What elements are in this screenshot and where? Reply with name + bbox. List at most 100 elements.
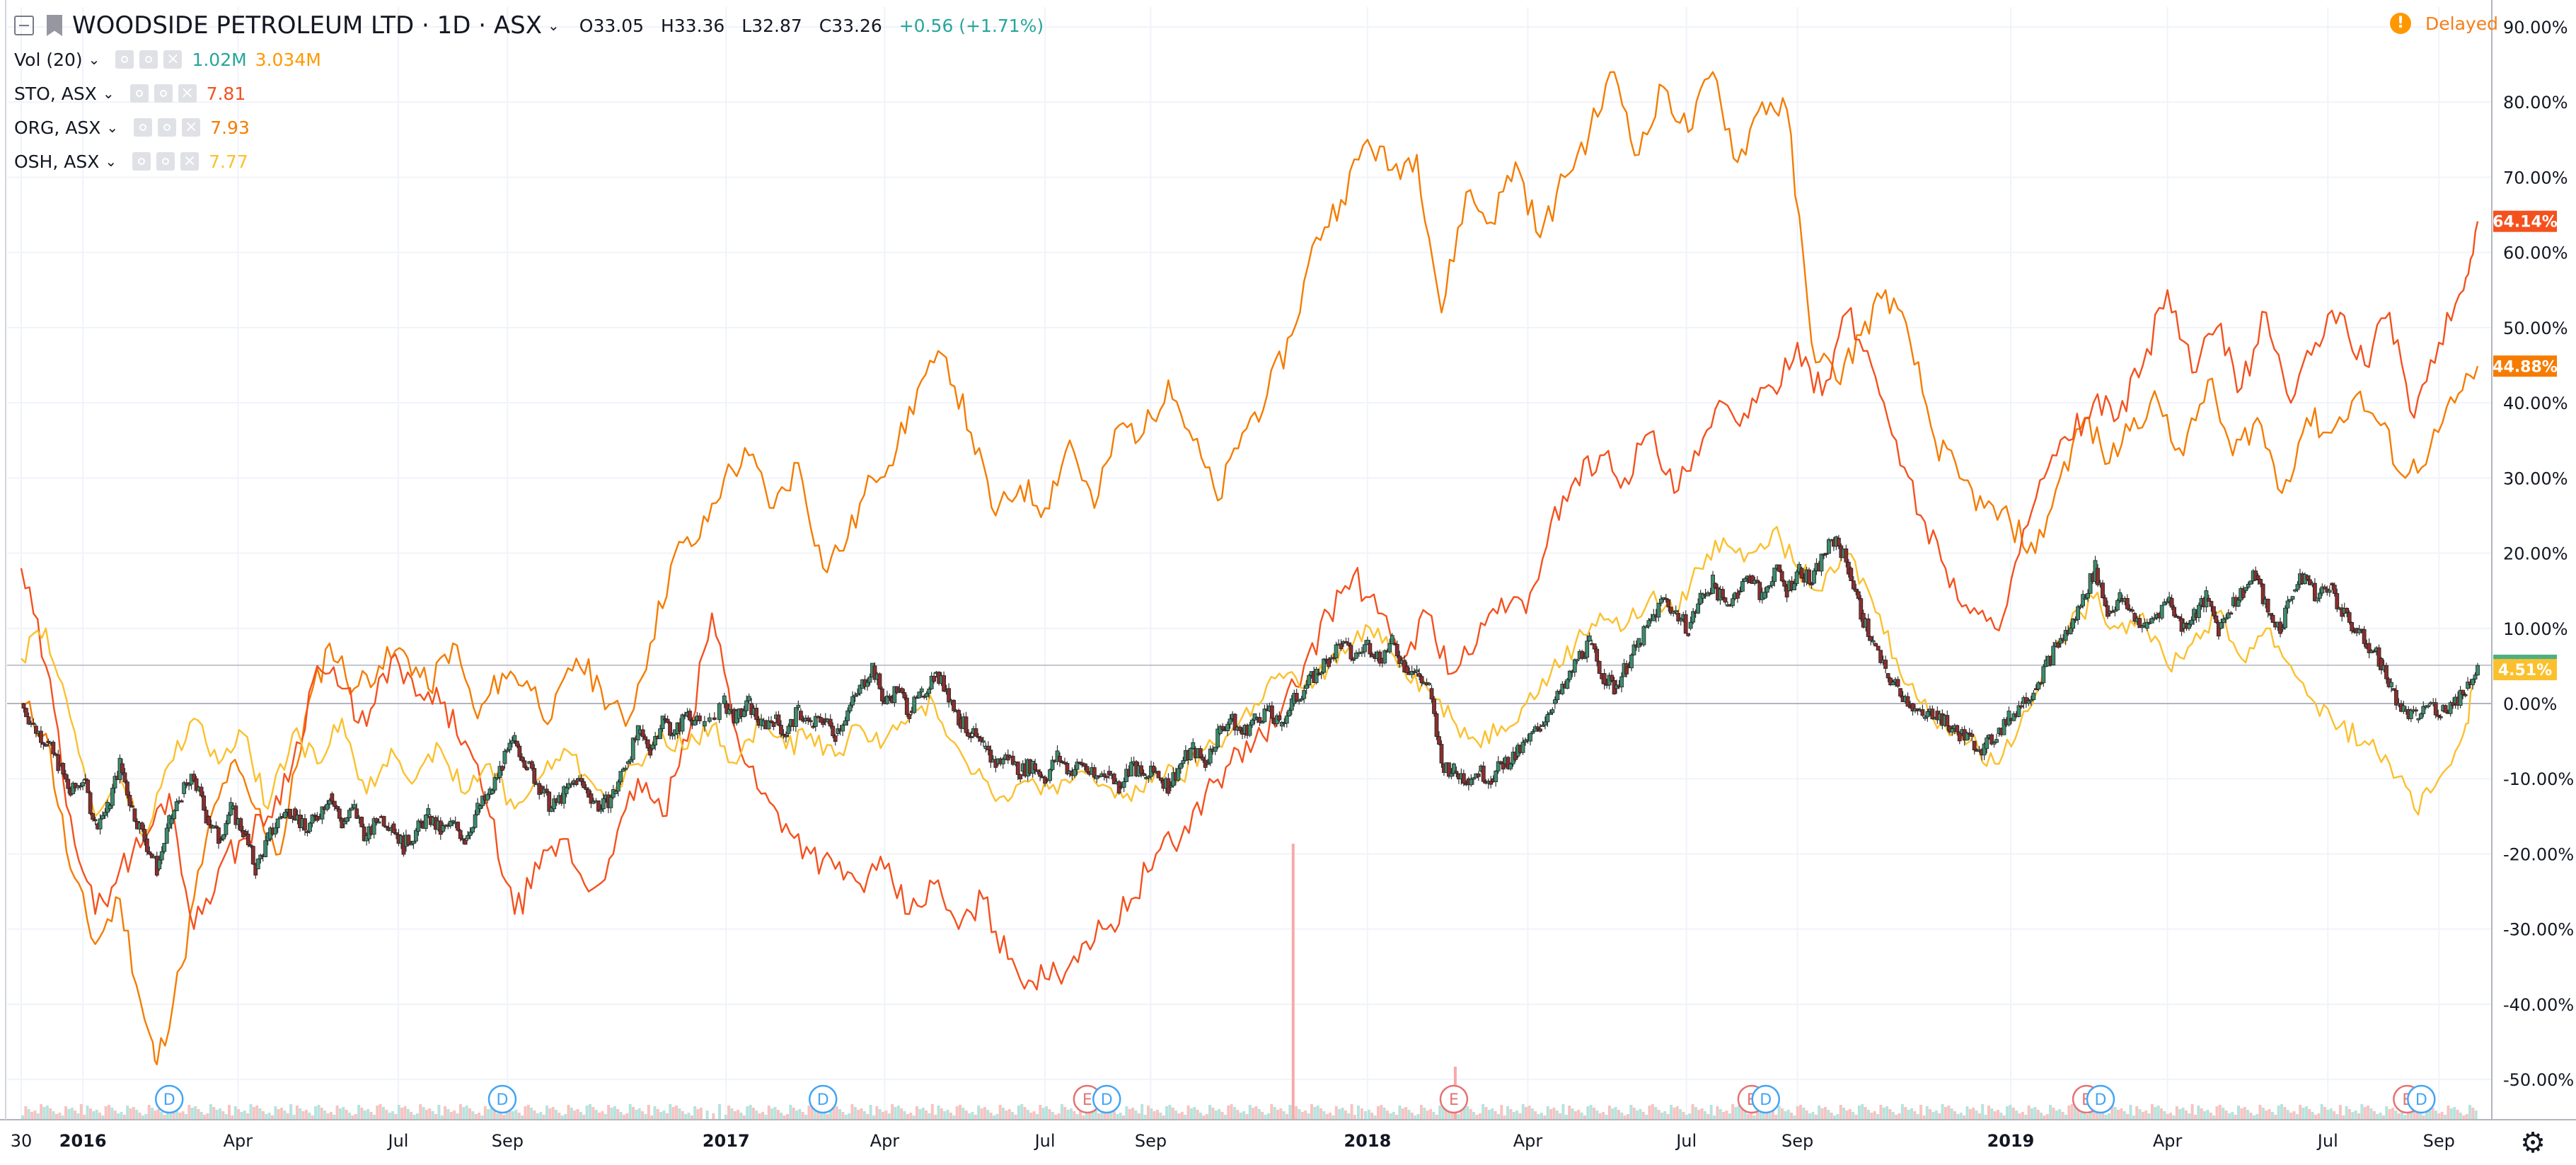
eye-icon[interactable]	[129, 84, 149, 103]
volume-bar	[1786, 1110, 1790, 1120]
candle-body	[88, 792, 93, 814]
volume-bar	[659, 1112, 663, 1120]
volume-bar	[1109, 1108, 1113, 1120]
candle-body	[552, 798, 557, 810]
volume-bar	[132, 1107, 135, 1120]
volume-bar	[496, 1113, 499, 1120]
event-circle	[1439, 1084, 1469, 1114]
volume-bar	[1891, 1112, 1895, 1120]
event-label: D	[2415, 1091, 2427, 1109]
volume-bar	[656, 1109, 659, 1120]
candle-body	[1417, 673, 1422, 677]
volume-bar	[1793, 1115, 1796, 1120]
volume-bar	[2468, 1105, 2471, 1120]
indicator-label[interactable]: OSH, ASX	[14, 151, 100, 172]
volume-bar	[1830, 1113, 1833, 1120]
volume-bar	[1373, 1115, 1377, 1120]
candle-body	[1683, 614, 1688, 634]
dividend-marker[interactable]: D	[154, 1084, 184, 1114]
volume-bar	[955, 1106, 959, 1120]
volume-bar	[848, 1113, 851, 1120]
volume-bar	[1054, 1115, 1058, 1120]
volume-bar	[2156, 1106, 2160, 1120]
y-tick-label: 30.00%	[2503, 469, 2568, 488]
gear-icon[interactable]: ⚙	[2520, 1127, 2546, 1159]
volume-bar	[474, 1114, 478, 1120]
volume-bar	[2360, 1104, 2364, 1120]
chevron-down-icon[interactable]: ⌄	[105, 153, 117, 170]
earnings-marker[interactable]: E	[1073, 1084, 1102, 1114]
gear-icon[interactable]	[158, 118, 177, 137]
chevron-down-icon[interactable]: ⌄	[106, 119, 119, 136]
gear-icon[interactable]	[139, 50, 158, 69]
flag-icon[interactable]	[47, 15, 62, 36]
volume-bar	[444, 1106, 447, 1120]
gear-icon[interactable]	[154, 84, 173, 103]
indicator-label[interactable]: STO, ASX	[14, 83, 97, 104]
eye-icon[interactable]	[134, 118, 153, 137]
dividend-marker[interactable]: D	[2407, 1084, 2436, 1114]
candle-body	[1989, 734, 1994, 745]
dividend-marker[interactable]: D	[1092, 1084, 1121, 1114]
volume-bar	[1273, 1107, 1276, 1120]
close-icon[interactable]: ×	[180, 152, 200, 171]
candle-body	[2347, 612, 2352, 623]
volume-bar	[1602, 1112, 1605, 1120]
candle-body	[1965, 733, 1970, 741]
eye-icon[interactable]	[132, 152, 151, 171]
volume-bar	[2027, 1106, 2031, 1120]
candle-body	[325, 803, 330, 810]
candle-body	[1394, 643, 1399, 657]
dividend-marker[interactable]: D	[2086, 1084, 2115, 1114]
chevron-down-icon[interactable]: ⌄	[88, 51, 100, 68]
candle-body	[964, 716, 969, 733]
candle-body	[2041, 666, 2046, 684]
collapse-icon[interactable]	[14, 16, 34, 35]
volume-bar	[1039, 1105, 1042, 1120]
series-lines	[20, 71, 2479, 1066]
volume-bar	[502, 1115, 505, 1120]
volume-bar	[1472, 1112, 1476, 1120]
volume-bar	[1386, 1111, 1390, 1120]
delayed-badge[interactable]: ! Delayed	[2390, 13, 2498, 34]
event-markers[interactable]: DDDEDEEDEDED	[154, 1084, 2436, 1114]
volume-bar	[712, 1113, 715, 1120]
gear-icon[interactable]	[156, 152, 175, 171]
indicator-value: 7.77	[209, 151, 248, 172]
symbol-title[interactable]: WOODSIDE PETROLEUM LTD · 1D · ASX	[72, 11, 542, 40]
dividend-marker[interactable]: D	[809, 1084, 838, 1114]
volume-bar	[1500, 1105, 1503, 1120]
candle-body	[865, 682, 870, 687]
volume-bar	[681, 1111, 684, 1120]
close-icon[interactable]: ×	[182, 118, 201, 137]
candle-body	[458, 830, 463, 839]
close-icon[interactable]: ×	[163, 50, 183, 69]
volume-bar	[816, 1110, 820, 1120]
volume-bar	[1075, 1114, 1079, 1120]
indicator-label[interactable]: ORG, ASX	[14, 117, 101, 138]
volume-bar	[968, 1113, 971, 1120]
volume-bar	[27, 1109, 30, 1120]
volume-bar	[1593, 1108, 1596, 1120]
chevron-down-icon[interactable]: ⌄	[548, 17, 560, 34]
dividend-marker[interactable]: D	[487, 1084, 517, 1114]
volume-bar	[2227, 1113, 2231, 1120]
indicator-label[interactable]: Vol (20)	[14, 49, 83, 70]
volume-bar	[2030, 1108, 2033, 1120]
candle-body	[125, 781, 129, 796]
close-icon[interactable]: ×	[178, 84, 197, 103]
candle-body	[623, 767, 628, 770]
candle-body	[584, 787, 589, 791]
volume-bar	[2444, 1115, 2447, 1120]
candle-body	[2413, 709, 2418, 712]
chevron-down-icon[interactable]: ⌄	[102, 85, 115, 102]
volume-bar	[2095, 1106, 2098, 1120]
volume-bar	[1014, 1115, 1017, 1120]
eye-icon[interactable]	[115, 50, 134, 69]
dividend-marker[interactable]: D	[1751, 1084, 1781, 1114]
candle-body	[283, 812, 288, 819]
earnings-marker[interactable]: E	[1439, 1084, 1469, 1114]
volume-bar	[1020, 1104, 1024, 1120]
